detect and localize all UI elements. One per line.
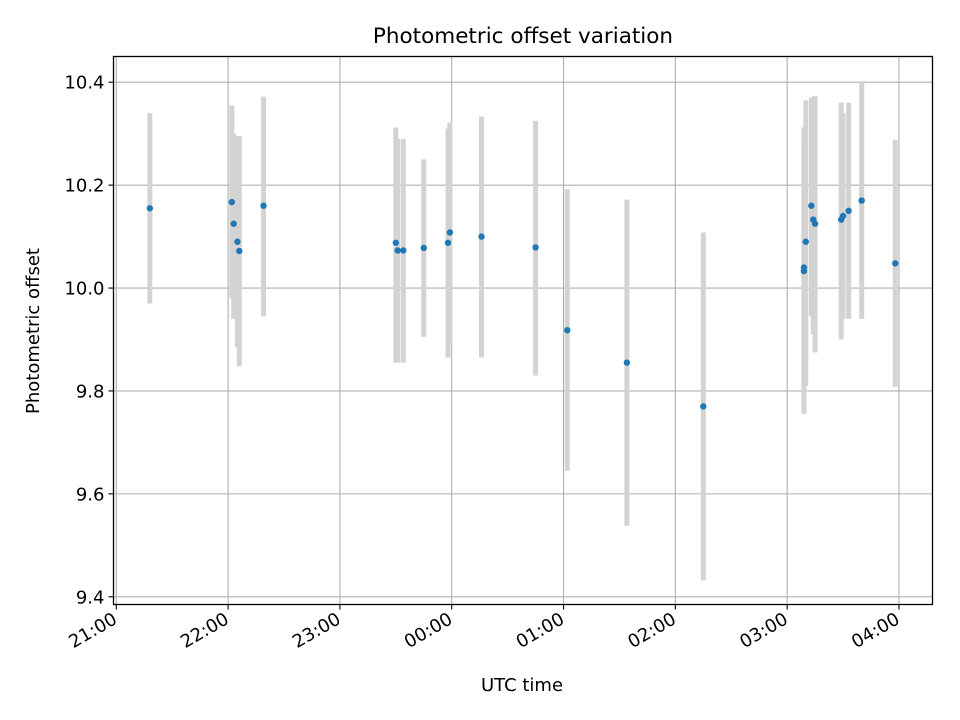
data-point xyxy=(564,327,571,334)
x-tick-label: 21:00 xyxy=(65,609,120,653)
data-point xyxy=(394,247,401,254)
data-point xyxy=(446,229,454,236)
x-tick-label: 23:00 xyxy=(289,609,344,653)
x-tick-label: 02:00 xyxy=(624,609,679,653)
y-axis-title: Photometric offset xyxy=(23,248,44,414)
grid-lines xyxy=(113,56,933,605)
data-point xyxy=(892,260,899,267)
plot-frame xyxy=(112,55,934,606)
data-point xyxy=(478,233,485,240)
data-point xyxy=(230,220,237,227)
data-point xyxy=(858,197,865,204)
data-point xyxy=(811,220,819,227)
y-tick-label: 9.4 xyxy=(76,587,105,608)
data-point xyxy=(444,239,452,246)
data-point xyxy=(400,247,407,254)
data-point xyxy=(808,202,815,209)
data-point xyxy=(236,247,243,255)
data-point xyxy=(800,264,808,271)
data-point xyxy=(234,238,241,245)
data-point xyxy=(420,244,427,252)
x-tick-label: 01:00 xyxy=(513,609,568,653)
data-point xyxy=(392,239,400,246)
data-point xyxy=(532,244,539,251)
y-tick-label: 10.0 xyxy=(64,279,104,300)
y-tick-label: 9.6 xyxy=(76,484,105,505)
x-tick-label: 00:00 xyxy=(401,609,456,653)
chart-title: Photometric offset variation xyxy=(373,24,673,49)
data-point xyxy=(802,238,809,245)
error-bars xyxy=(147,82,898,581)
x-tick-label: 22:00 xyxy=(177,609,232,653)
data-point xyxy=(260,202,267,209)
x-axis-title: UTC time xyxy=(481,675,563,696)
data-point xyxy=(700,403,707,410)
y-tick-label: 10.4 xyxy=(64,73,104,94)
data-point xyxy=(228,198,236,206)
x-tick-label: 04:00 xyxy=(848,609,903,653)
data-point xyxy=(839,212,847,220)
y-tick-label: 10.2 xyxy=(64,176,104,197)
data-point xyxy=(146,205,154,212)
x-tick-label: 03:00 xyxy=(736,609,791,653)
data-point xyxy=(623,359,631,366)
data-point xyxy=(845,207,852,215)
y-tick-label: 9.8 xyxy=(76,381,105,402)
y-axis-ticks: 9.4 9.6 9.8 10.0 10.2 10.4 xyxy=(64,73,114,608)
x-axis-ticks: 21:00 22:00 23:00 00:00 01:00 02:00 03:00 04:00 xyxy=(65,604,903,653)
data-points xyxy=(146,197,899,410)
